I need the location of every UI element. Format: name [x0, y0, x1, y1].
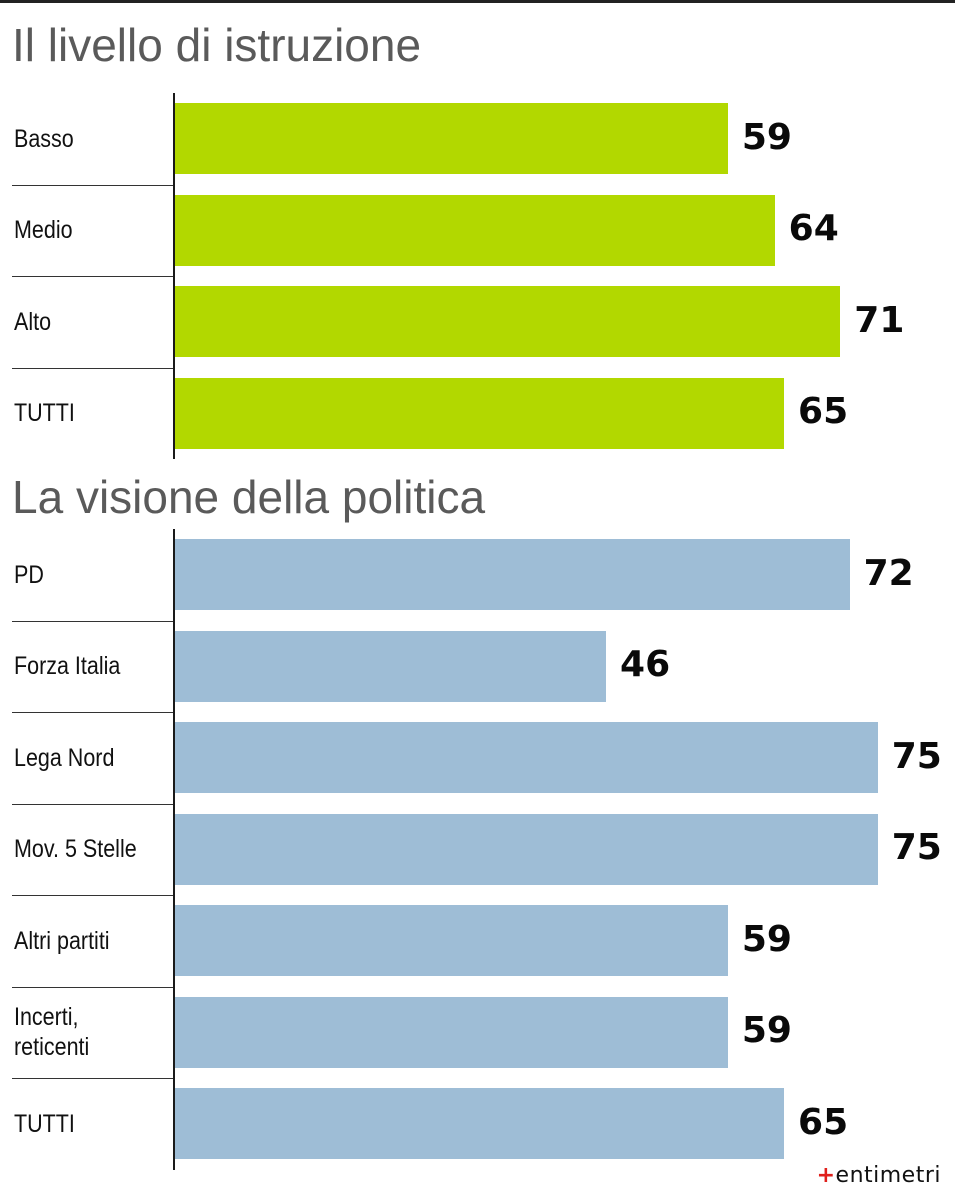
row-divider — [12, 1078, 173, 1079]
bar — [175, 539, 850, 611]
data-label: 65 — [798, 391, 849, 433]
bar — [175, 194, 775, 266]
bar — [175, 996, 728, 1068]
data-label: 59 — [741, 918, 792, 960]
row-divider — [12, 712, 173, 713]
brand-name: entimetri — [835, 1163, 941, 1188]
data-label: 71 — [854, 299, 905, 341]
chart-title: La visione della politica — [12, 471, 486, 523]
category-label: Lega Nord — [14, 743, 115, 772]
category-label: PD — [14, 560, 44, 589]
data-label: 72 — [863, 552, 914, 594]
bar — [175, 905, 728, 977]
category-axis — [173, 93, 175, 459]
row-divider — [12, 367, 173, 369]
category-label: Altri partiti — [14, 926, 110, 955]
bar — [175, 813, 878, 885]
row-divider — [12, 803, 173, 805]
data-label: 59 — [741, 1010, 792, 1052]
row-divider — [12, 620, 173, 622]
bar — [175, 630, 607, 702]
brand-logo: +entimetri — [817, 1163, 941, 1188]
bar — [175, 377, 785, 449]
data-label: 46 — [620, 644, 671, 686]
data-label: 65 — [798, 1101, 849, 1143]
bar — [175, 1088, 785, 1160]
category-label: Incerti, reticenti — [14, 1003, 90, 1062]
data-label: 64 — [788, 208, 839, 250]
category-label: TUTTI — [14, 1109, 75, 1138]
row-divider — [12, 276, 173, 277]
category-label: TUTTI — [14, 399, 75, 428]
category-label: Alto — [14, 307, 52, 336]
top-rule — [0, 0, 955, 3]
category-axis — [173, 529, 175, 1170]
category-label: Forza Italia — [14, 652, 121, 681]
bar — [175, 722, 878, 794]
data-label: 75 — [891, 735, 942, 777]
data-label: 59 — [741, 116, 792, 158]
bar — [175, 286, 841, 358]
chart-title: Il livello di istruzione — [12, 19, 422, 71]
row-divider — [12, 895, 173, 896]
bar — [175, 103, 728, 175]
data-label: 75 — [891, 827, 942, 869]
category-label: Basso — [14, 124, 74, 153]
brand-mark: + — [816, 1163, 836, 1188]
category-label: Mov. 5 Stelle — [14, 835, 137, 864]
category-label: Medio — [14, 216, 73, 245]
row-divider — [12, 986, 173, 988]
row-divider — [12, 184, 173, 186]
